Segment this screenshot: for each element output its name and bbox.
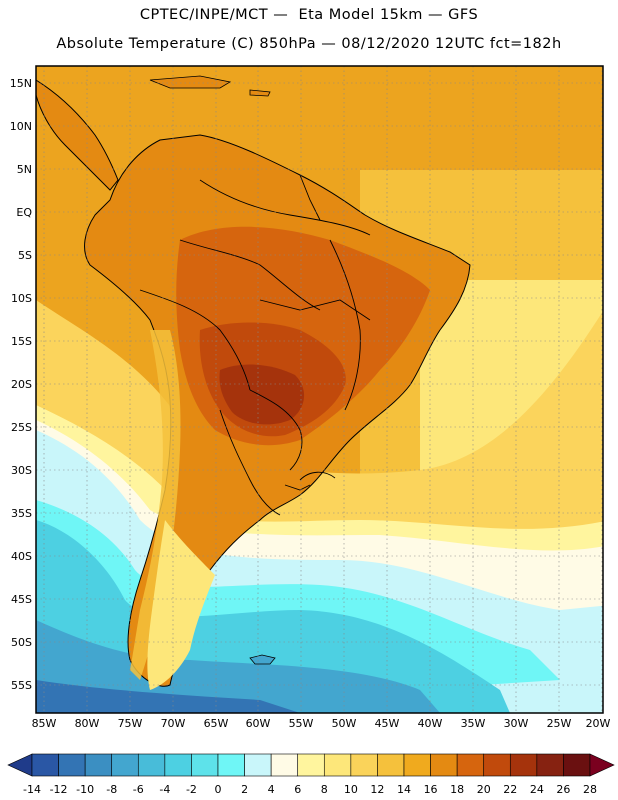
colorbar-cell xyxy=(31,753,59,777)
map-field xyxy=(36,66,603,713)
colorbar-cell xyxy=(137,753,166,777)
colorbar-tick-label: -14 xyxy=(23,783,41,796)
lat-label: 45S xyxy=(11,593,32,606)
colorbar-cell xyxy=(58,753,86,777)
colorbar-tick-label: 20 xyxy=(477,783,491,796)
map-frame xyxy=(35,65,604,714)
colorbar-cell xyxy=(377,753,405,777)
lat-label: 50S xyxy=(11,636,32,649)
colorbar-tick-label: 24 xyxy=(530,783,544,796)
lon-label: 70W xyxy=(161,717,186,730)
colorbar-tick-label: 18 xyxy=(450,783,464,796)
colorbar-cell xyxy=(350,753,378,777)
lat-label: 25S xyxy=(11,421,32,434)
colorbar-cell xyxy=(191,753,219,777)
colorbar-cell xyxy=(164,753,192,777)
colorbar-cell xyxy=(323,753,352,777)
lon-label: 65W xyxy=(204,717,229,730)
lon-label: 45W xyxy=(375,717,400,730)
colorbar-tick-label: -4 xyxy=(159,783,170,796)
colorbar-tick-label: 28 xyxy=(583,783,597,796)
deep-blue-band xyxy=(36,680,300,713)
colorbar-cell xyxy=(111,753,139,777)
colorbar-cell xyxy=(244,753,272,777)
lon-label: 35W xyxy=(461,717,486,730)
title-line-1: CPTEC/INPE/MCT — Eta Model 15km — GFS xyxy=(139,7,479,23)
lon-label: 40W xyxy=(418,717,443,730)
lat-label: 30S xyxy=(11,464,32,477)
colorbar-cell xyxy=(430,753,458,777)
colorbar-tick-label: 26 xyxy=(556,783,570,796)
colorbar-cell xyxy=(563,753,591,777)
lon-label: 55W xyxy=(289,717,314,730)
colorbar-tick-labels: -14 -12 -10 -8 -6 -4 -2 0 2 4 6 8 10 12 14 16 18 20 22 24 26… xyxy=(23,783,597,796)
lat-label: 15S xyxy=(11,335,32,348)
colorbar-cells xyxy=(7,753,615,777)
lon-label: 60W xyxy=(246,717,271,730)
lon-label: 85W xyxy=(32,717,57,730)
central-america xyxy=(36,79,119,191)
lat-label: 5N xyxy=(17,163,32,176)
lat-label: EQ xyxy=(16,206,32,219)
colorbar-tick-label: -8 xyxy=(106,783,117,796)
colorbar-tick-label: 10 xyxy=(344,783,358,796)
lat-label: 20S xyxy=(11,378,32,391)
lon-label: 30W xyxy=(504,717,529,730)
lat-label: 40S xyxy=(11,550,32,563)
colorbar-tick-label: 4 xyxy=(268,783,275,796)
lon-label: 25W xyxy=(547,717,572,730)
colorbar-cell xyxy=(483,753,511,777)
colorbar-left-arrow xyxy=(7,753,33,777)
andes-cool-strip xyxy=(130,330,181,680)
lat-label: 35S xyxy=(11,507,32,520)
colorbar-tick-label: 8 xyxy=(321,783,328,796)
colorbar-tick-label: 22 xyxy=(503,783,517,796)
lon-label: 75W xyxy=(118,717,143,730)
colorbar-tick-label: 0 xyxy=(215,783,222,796)
graticule xyxy=(36,66,603,713)
colorbar-tick-label: -2 xyxy=(186,783,197,796)
colorbar-tick-label: 14 xyxy=(397,783,411,796)
colorbar-tick-label: 12 xyxy=(370,783,384,796)
colorbar-tick-label: -6 xyxy=(133,783,144,796)
colorbar-cell xyxy=(509,753,538,777)
lon-label: 20W xyxy=(586,717,611,730)
title-line-2: Absolute Temperature (C) 850hPa — 08/12/… xyxy=(56,36,562,52)
colorbar-tick-label: 2 xyxy=(241,783,248,796)
falkland-islands xyxy=(249,654,276,665)
longitude-labels: 85W 80W 75W 70W 65W 60W 55W 50W 45W 40W … xyxy=(32,717,611,730)
colorbar-tick-label: -10 xyxy=(76,783,94,796)
colorbar-cell xyxy=(84,753,113,777)
lat-label: 55S xyxy=(11,679,32,692)
mid-blue-band xyxy=(36,620,440,713)
caribbean-islands xyxy=(149,75,271,97)
temperature-map: 15N 10N 5N EQ 5S 10S 15S 20S 25S 30S 35S… xyxy=(10,65,611,730)
lat-label: 5S xyxy=(18,249,32,262)
colorbar-tick-label: 16 xyxy=(424,783,438,796)
lon-label: 80W xyxy=(75,717,100,730)
lon-label: 50W xyxy=(332,717,357,730)
colorbar-cell xyxy=(270,753,299,777)
colorbar-cell xyxy=(536,753,564,777)
country-borders xyxy=(139,174,371,516)
colorbar-cell xyxy=(403,753,431,777)
colorbar-cell xyxy=(217,753,245,777)
colorbar-cell xyxy=(297,753,325,777)
lat-label: 15N xyxy=(10,77,32,90)
lat-label: 10N xyxy=(10,120,32,133)
colorbar: -14 -12 -10 -8 -6 -4 -2 0 2 4 6 8 10 12 14 16 18 20 22 24 26… xyxy=(7,753,615,796)
lat-label: 10S xyxy=(11,292,32,305)
colorbar-tick-label: 6 xyxy=(294,783,301,796)
colorbar-cell xyxy=(456,753,485,777)
latitude-labels: 15N 10N 5N EQ 5S 10S 15S 20S 25S 30S 35S… xyxy=(10,77,33,692)
colorbar-tick-label: -12 xyxy=(50,783,68,796)
patagonia-cool xyxy=(147,520,215,690)
colorbar-right-arrow xyxy=(589,753,615,777)
